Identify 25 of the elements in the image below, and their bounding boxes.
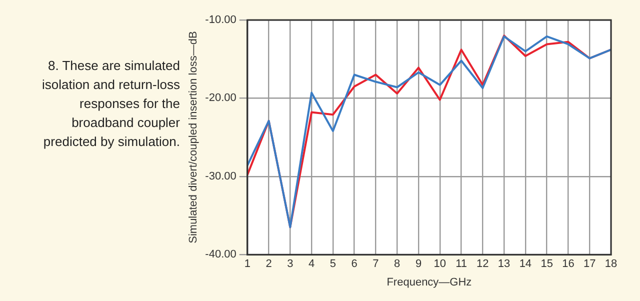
x-tick-label: 6 [351, 258, 358, 270]
x-tick-label: 15 [540, 258, 553, 270]
x-tick-label: 9 [415, 258, 422, 270]
x-tick-label: 14 [519, 258, 532, 270]
x-tick-label: 7 [372, 258, 379, 270]
x-tick-label: 10 [434, 258, 446, 270]
x-tick-label: 4 [308, 258, 315, 270]
x-tick-label: 11 [456, 258, 467, 270]
x-tick-label: 13 [498, 258, 510, 270]
y-tick-label: -20.00 [205, 92, 236, 104]
x-tick-label: 17 [583, 258, 596, 270]
text: 8. These are simulated isolation and return-loss responses for the broadband coupler predicted by simulation. [40, 57, 180, 151]
x-tick-label: 3 [287, 258, 294, 270]
y-tick-label: -40.00 [205, 248, 236, 261]
y-axis-title: Simulated divert/coupled insertion loss—dB [188, 31, 200, 244]
y-tick-label: -10.00 [205, 14, 236, 26]
x-tick-label: 5 [330, 258, 336, 270]
x-tick-label: 1 [244, 258, 250, 270]
x-axis-title: Frequency—GHz [386, 276, 472, 288]
y-tick-label: -30.00 [205, 170, 236, 182]
x-tick-label: 18 [604, 258, 618, 270]
x-tick-label: 8 [394, 258, 400, 270]
x-tick-label: 12 [476, 258, 489, 270]
x-tick-label: 16 [562, 258, 574, 270]
x-tick-label: 2 [266, 258, 272, 270]
